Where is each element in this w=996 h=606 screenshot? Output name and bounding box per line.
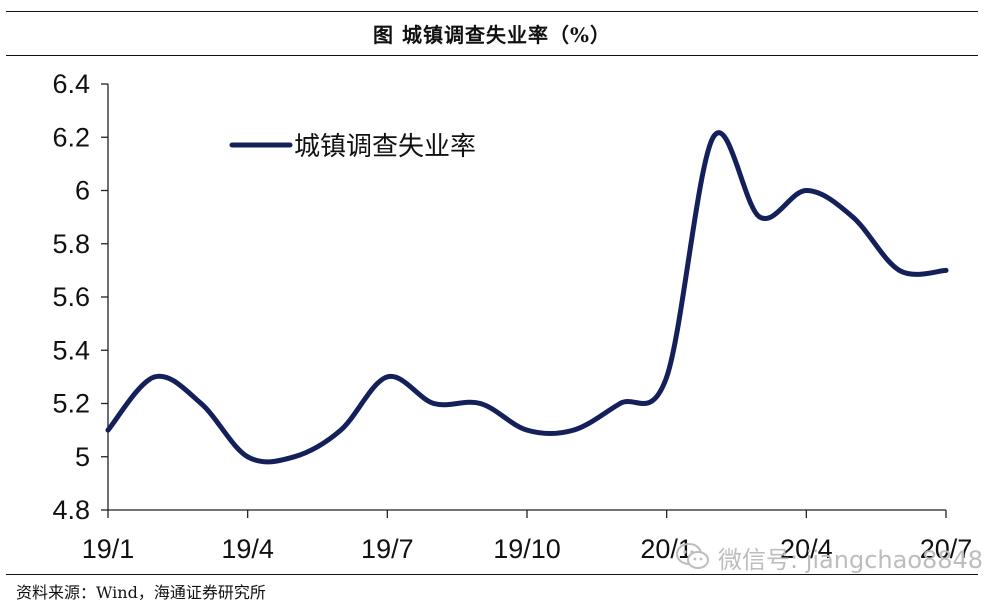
source-note: 资料来源：Wind，海通证券研究所 — [16, 582, 266, 602]
chart-title: 图 城镇调查失业率（%） — [373, 23, 611, 47]
data-point — [338, 427, 344, 433]
data-point — [152, 374, 158, 380]
y-tick-labels: 4.8 5 5.2 5.4 5.6 5.8 6 6.2 6.4 — [52, 69, 90, 525]
watermark: 微信号: jiangchao8848 — [676, 539, 983, 575]
x-tick-labels: 19/1 19/4 19/7 19/10 20/1 20/4 20/7 — [82, 534, 973, 564]
data-point — [617, 401, 623, 406]
series-line-0 — [105, 130, 949, 465]
series-group — [105, 130, 949, 465]
x-tick-label: 20/4 — [780, 534, 833, 564]
y-tick-label: 5.2 — [52, 389, 90, 419]
watermark-text: 微信号: jiangchao8848 — [718, 545, 984, 574]
data-point — [664, 374, 670, 380]
data-point — [571, 427, 576, 433]
source-bar: 资料来源：Wind，海通证券研究所 — [6, 574, 978, 606]
data-point — [803, 188, 809, 193]
x-tick-label: 20/1 — [640, 534, 693, 564]
wechat-icon — [676, 543, 709, 569]
data-point — [291, 454, 297, 460]
line-chart: 4.855.25.45.65.866.26.4 19/1 19/4 19/7 19/1… — [52, 69, 973, 564]
legend: 城镇调查失业率 — [229, 132, 476, 162]
data-point — [431, 401, 437, 406]
x-tick-label: 19/7 — [361, 534, 414, 564]
y-tick-label: 6.2 — [52, 122, 90, 152]
data-point — [897, 268, 902, 273]
legend-label: 城镇调查失业率 — [294, 132, 476, 162]
y-tick-label: 5.8 — [52, 229, 90, 259]
x-tick-label: 19/4 — [221, 534, 274, 564]
x-tick-label: 19/10 — [493, 534, 561, 564]
x-tick-label: 19/1 — [82, 534, 135, 564]
data-point — [943, 268, 949, 273]
y-tick-label: 5 — [75, 442, 90, 472]
data-point — [710, 134, 716, 140]
data-point — [478, 401, 483, 406]
data-point — [105, 427, 111, 433]
axes — [101, 83, 947, 518]
data-point — [757, 214, 763, 220]
y-tick-label: 6 — [75, 176, 90, 206]
y-tick-label: 6.4 — [52, 69, 90, 99]
data-point — [850, 214, 856, 220]
y-tick-label: 4.8 — [52, 495, 90, 525]
data-point — [524, 427, 530, 433]
y-tick-label: 5.4 — [52, 335, 90, 365]
data-point — [198, 401, 204, 406]
data-point — [384, 374, 390, 380]
title-bar: 图 城镇调查失业率（%） — [6, 11, 978, 56]
y-tick-label: 5.6 — [52, 282, 90, 312]
data-point — [245, 454, 251, 460]
x-tick-label: 20/7 — [920, 534, 973, 564]
